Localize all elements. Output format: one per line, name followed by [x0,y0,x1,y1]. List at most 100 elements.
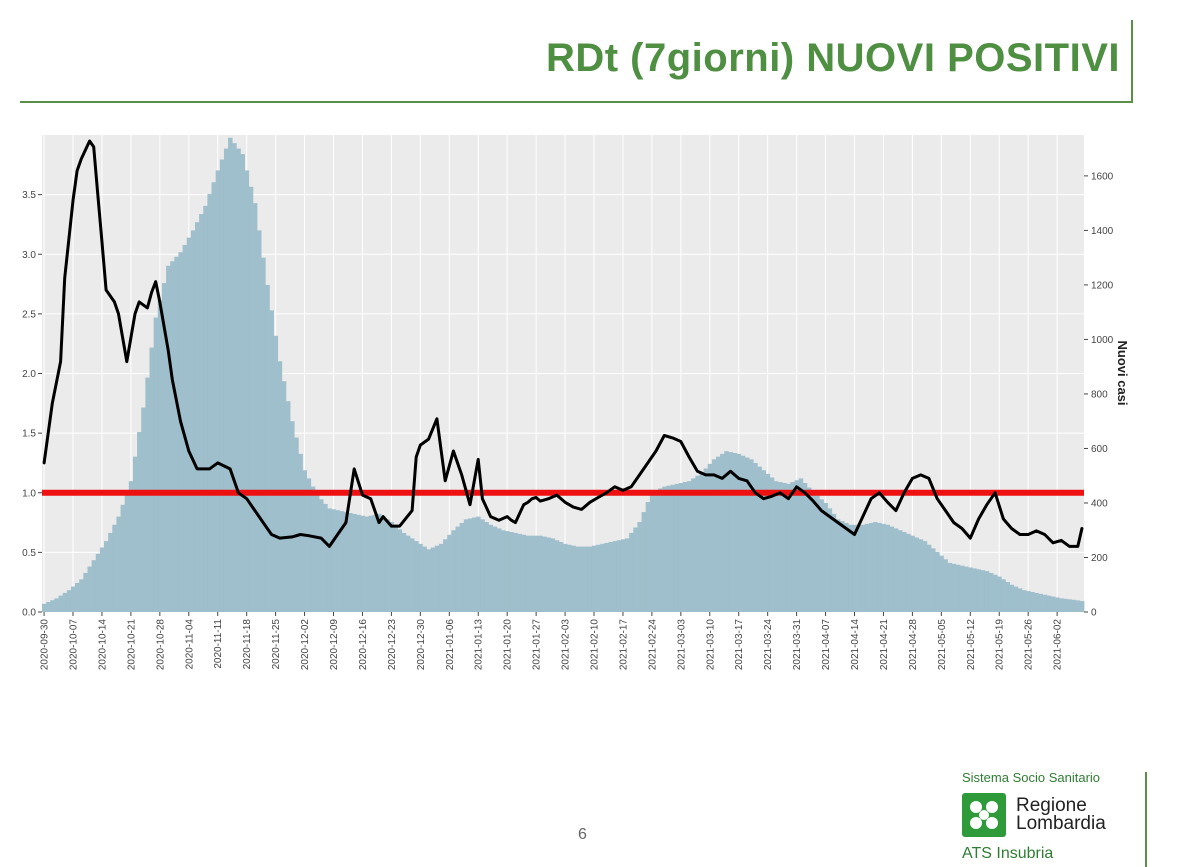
new-cases-bar [302,470,307,612]
new-cases-bar [261,257,266,612]
new-cases-bar [786,483,791,612]
new-cases-bar [773,481,779,612]
new-cases-bar [534,535,539,612]
new-cases-bar [132,456,138,612]
x-axis-tick-label: 2020-11-11 [213,619,224,669]
new-cases-bar [194,222,200,613]
x-axis-tick-label: 2020-12-16 [358,619,369,671]
new-cases-bar [211,182,217,612]
new-cases-bar [1063,598,1068,612]
new-cases-bar [91,560,97,612]
new-cases-bar [525,535,531,612]
new-cases-bar [860,524,866,612]
new-cases-bar [178,252,183,612]
new-cases-bar [852,524,857,612]
new-cases-bar [517,533,523,612]
new-cases-bar [1017,588,1023,612]
new-cases-bars [42,137,1085,613]
new-cases-bar [46,602,51,612]
new-cases-bar [587,546,593,612]
new-cases-bar [926,544,932,612]
x-axis-tick-label: 2020-12-30 [416,619,427,671]
x-axis-tick-label: 2020-11-04 [184,619,195,670]
new-cases-bar [285,401,291,612]
new-cases-bar [104,541,109,612]
new-cases-bar [467,518,473,612]
new-cases-bar [273,335,279,612]
x-axis-tick-label: 2021-02-17 [619,619,630,671]
new-cases-bar [711,459,717,612]
x-axis: 2020-09-30 2020-10-07 2020-10-14 2020-10-21… [40,612,1064,670]
new-cases-bar [269,310,274,612]
left-axis: 0.0 0.5 1.0 1.5 2.0 2.5 3.0 3.5 [22,190,42,619]
new-cases-bar [381,516,386,612]
new-cases-bar [1050,596,1056,612]
new-cases-bar [99,547,105,612]
new-cases-bar [418,543,423,612]
right-axis-tick-label: 1200 [1091,280,1114,291]
left-axis-tick-label: 2.0 [22,369,36,380]
new-cases-bar [120,504,126,612]
new-cases-bar [761,470,766,612]
new-cases-bar [190,230,196,612]
new-cases-bar [372,514,378,612]
new-cases-bar [575,546,580,612]
brand-region-line1: Regione [1016,795,1087,816]
new-cases-bar [798,478,804,612]
new-cases-bar [252,203,258,612]
new-cases-bar [1046,595,1052,612]
x-axis-tick-label: 2020-11-25 [271,619,282,670]
new-cases-bar [724,451,729,612]
new-cases-bar [678,482,684,612]
new-cases-bar [616,540,622,612]
new-cases-bar [265,284,270,612]
new-cases-bar [215,170,221,613]
new-cases-bar [244,170,250,613]
new-cases-bar [687,481,692,612]
new-cases-bar [529,535,535,612]
new-cases-bar [476,516,481,612]
new-cases-bar [240,154,245,612]
new-cases-bar [637,522,642,612]
new-cases-bar [1001,579,1006,612]
new-cases-bar [984,571,990,612]
new-cases-bar [1067,599,1072,612]
new-cases-bar [815,495,820,612]
left-axis-tick-label: 2.5 [22,309,36,320]
new-cases-bar [935,552,940,612]
new-cases-bar [170,261,175,612]
x-axis-tick-label: 2021-04-21 [879,619,890,671]
new-cases-bar [939,555,944,612]
new-cases-bar [612,541,618,612]
new-cases-bar [625,538,630,612]
x-axis-tick-label: 2020-12-23 [387,619,398,671]
x-axis-tick-label: 2021-04-14 [850,619,861,671]
new-cases-bar [951,563,957,612]
new-cases-bar [831,513,837,612]
new-cases-bar [753,462,758,612]
new-cases-bar [319,499,324,612]
new-cases-bar [434,545,440,612]
brand-region-line2: Lombardia [1016,813,1106,834]
new-cases-bar [1021,590,1027,612]
new-cases-bar [1038,593,1044,612]
right-axis: 0 200 400 600 800 1000 1200 1400 1600 [1084,171,1114,619]
new-cases-bar [327,508,332,612]
x-axis-tick-label: 2021-02-03 [561,619,572,671]
new-cases-bar [347,512,353,612]
brand-block: Sistema Socio Sanitario Regione Lombardi… [962,770,1142,863]
new-cases-bar [546,537,551,612]
new-cases-bar [736,453,742,612]
new-cases-bar [42,603,47,612]
new-cases-bar [352,513,357,612]
x-axis-tick-label: 2020-10-14 [98,619,109,671]
new-cases-bar [959,565,965,612]
x-axis-tick-label: 2020-10-21 [126,619,137,671]
new-cases-bar [410,538,415,612]
new-cases-bar [455,526,460,612]
new-cases-bar [484,522,489,612]
new-cases-bar [897,530,903,612]
x-axis-tick-label: 2020-11-18 [242,619,253,670]
new-cases-bar [802,482,808,612]
new-cases-bar [443,539,448,612]
